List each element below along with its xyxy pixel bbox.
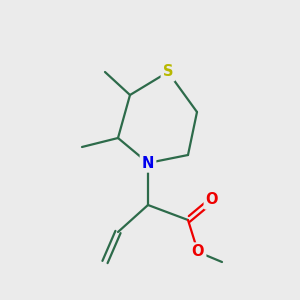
Text: S: S: [163, 64, 173, 80]
Text: O: O: [192, 244, 204, 260]
Text: N: N: [142, 155, 154, 170]
Text: O: O: [206, 193, 218, 208]
